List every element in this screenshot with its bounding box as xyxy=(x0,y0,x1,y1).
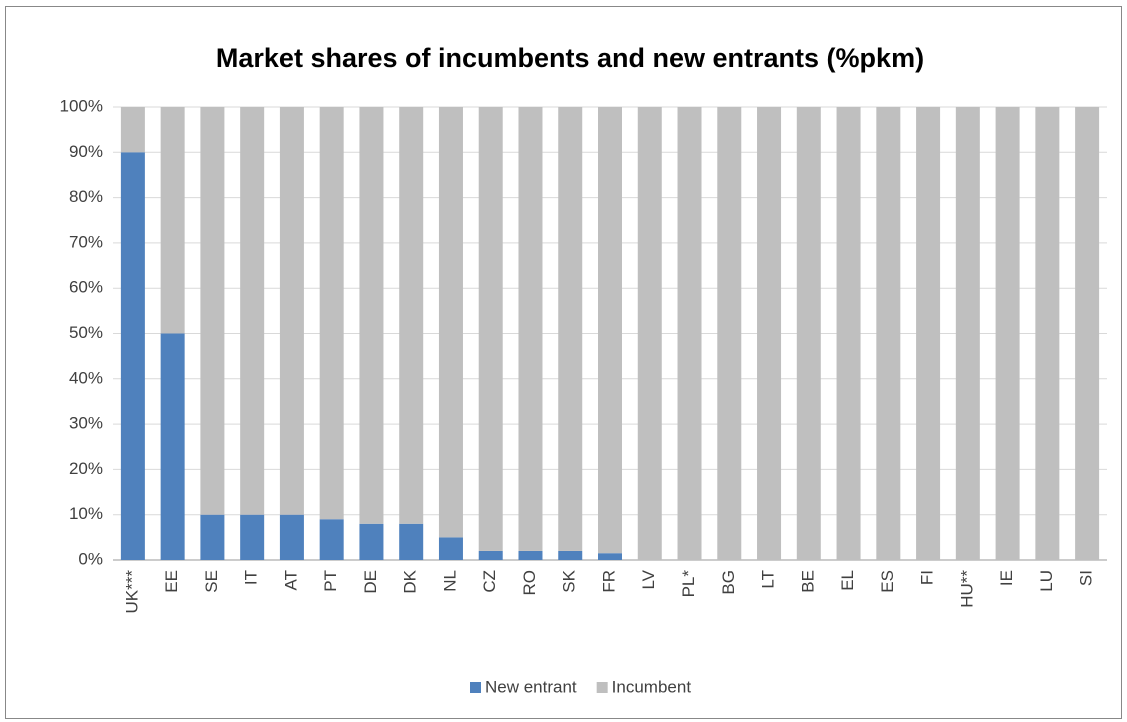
y-tick-label: 60% xyxy=(69,278,103,297)
bar-segment xyxy=(120,152,145,561)
bar-segment xyxy=(399,107,424,524)
x-tick-label: LV xyxy=(639,569,658,589)
y-tick-label: 80% xyxy=(69,187,103,206)
bar-segment xyxy=(120,107,145,153)
bar-segment xyxy=(518,107,543,551)
x-tick-label: LT xyxy=(759,570,778,589)
x-tick-label: SI xyxy=(1077,570,1096,586)
x-tick-label: EE xyxy=(162,570,181,593)
x-tick-label: UK*** xyxy=(122,570,141,614)
x-tick-label: IT xyxy=(242,570,261,585)
bar-segment xyxy=(995,107,1020,560)
y-tick-label: 20% xyxy=(69,459,103,478)
x-tick-label: DE xyxy=(361,570,380,594)
chart-title: Market shares of incumbents and new entr… xyxy=(216,43,924,73)
bar-segment xyxy=(200,107,225,515)
bar-segment xyxy=(598,107,622,554)
bar-segment xyxy=(955,107,980,560)
x-tick-label: CZ xyxy=(480,570,499,593)
y-tick-label: 50% xyxy=(69,323,103,342)
x-tick-label: ES xyxy=(878,570,897,593)
x-tick-label: FI xyxy=(918,570,937,585)
x-tick-label: SK xyxy=(560,569,579,592)
bar-segment xyxy=(438,107,463,538)
bar-segment xyxy=(279,514,304,560)
bar-segment xyxy=(916,107,941,560)
y-tick-label: 0% xyxy=(78,549,103,568)
bar-segment xyxy=(677,107,702,560)
legend-swatch xyxy=(470,682,481,693)
bar-segment xyxy=(796,107,821,560)
bar-segment xyxy=(876,107,901,560)
bar-segment xyxy=(558,550,583,560)
bar-segment xyxy=(399,523,424,560)
bar-segment xyxy=(558,107,583,551)
bar-segment xyxy=(359,107,384,524)
bar-segment xyxy=(279,107,304,515)
legend-label: New entrant xyxy=(485,677,577,696)
bar-segment xyxy=(757,107,782,560)
x-tick-label: SE xyxy=(202,570,221,593)
y-tick-label: 100% xyxy=(60,96,103,115)
bar-segment xyxy=(160,333,185,560)
x-tick-label: HU** xyxy=(957,570,976,608)
bar-segment xyxy=(836,107,861,560)
y-tick-label: 90% xyxy=(69,142,103,161)
legend-swatch xyxy=(596,682,608,693)
y-tick-label: 10% xyxy=(69,504,103,523)
bar-segment xyxy=(478,107,503,551)
bar-segment xyxy=(240,107,265,515)
bar-segment xyxy=(637,107,662,560)
x-tick-label: IE xyxy=(997,570,1016,586)
bar-segment xyxy=(319,519,344,560)
x-tick-label: PL* xyxy=(679,570,698,598)
bar-segment xyxy=(1075,107,1100,560)
bar-segment xyxy=(1035,107,1060,560)
bar-segment xyxy=(359,523,384,560)
bar-segment xyxy=(200,514,225,560)
bar-segment xyxy=(319,107,344,520)
x-tick-label: PT xyxy=(321,570,340,592)
bar-segment xyxy=(438,537,463,560)
y-tick-label: 40% xyxy=(69,368,103,387)
x-tick-label: AT xyxy=(281,570,300,590)
bar-segment xyxy=(598,553,622,560)
x-tick-label: BG xyxy=(719,570,738,595)
bar-segment xyxy=(518,550,543,560)
x-tick-label: LU xyxy=(1037,570,1056,592)
bar-segment xyxy=(240,514,265,560)
x-tick-label: NL xyxy=(440,570,459,592)
x-tick-label: DK xyxy=(401,569,420,593)
y-tick-label: 70% xyxy=(69,232,103,251)
bar-segment xyxy=(160,107,185,334)
bar-segment xyxy=(717,107,742,560)
legend-label: Incumbent xyxy=(612,677,692,696)
x-tick-label: EL xyxy=(838,570,857,591)
y-tick-label: 30% xyxy=(69,414,103,433)
x-tick-label: FR xyxy=(599,570,618,593)
x-tick-label: RO xyxy=(520,570,539,596)
x-tick-label: BE xyxy=(798,570,817,593)
bar-segment xyxy=(478,550,503,560)
